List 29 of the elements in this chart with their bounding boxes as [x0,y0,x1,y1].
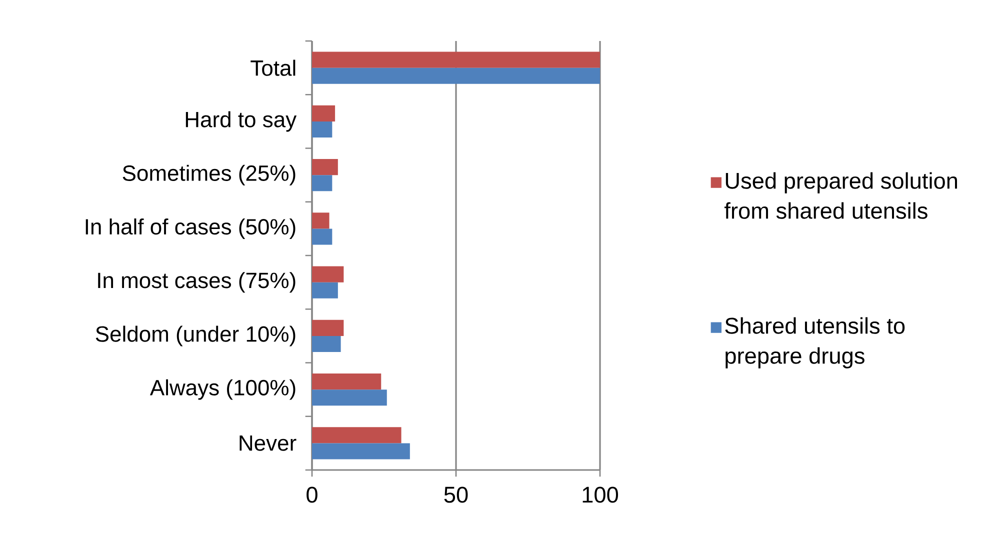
bar [312,282,338,298]
legend-label: Shared utensils to prepare drugs [725,317,905,368]
x-tick-label: 50 [444,486,468,503]
x-tick-label: 0 [306,486,318,503]
x-tick-label: 100 [582,486,618,503]
bar [312,373,382,390]
bar [312,228,332,245]
y-tick-label: Never [240,436,296,451]
legend-label: Used prepared solution from shared utensils [724,172,957,219]
y-tick-label: Total [250,60,296,76]
y-tick-label: In most cases (75%) [98,272,296,293]
bar [312,336,341,352]
y-tick-label: In half of cases (50%) [86,218,296,239]
bar [312,121,332,138]
bar [312,443,410,460]
bar [312,52,600,68]
bar [312,158,338,176]
bar [312,266,344,282]
y-tick-label: Hard to say [186,111,297,132]
bar [312,105,336,122]
bar [312,175,332,192]
y-tick-label: Always (100%) [150,379,296,400]
bar [312,390,387,406]
y-tick-label: Seldom (under 10%) [96,326,296,346]
y-tick-label: Sometimes (25%) [122,164,296,186]
bar [312,427,402,444]
bar [312,212,330,229]
bar [312,320,344,336]
bar [312,68,600,84]
